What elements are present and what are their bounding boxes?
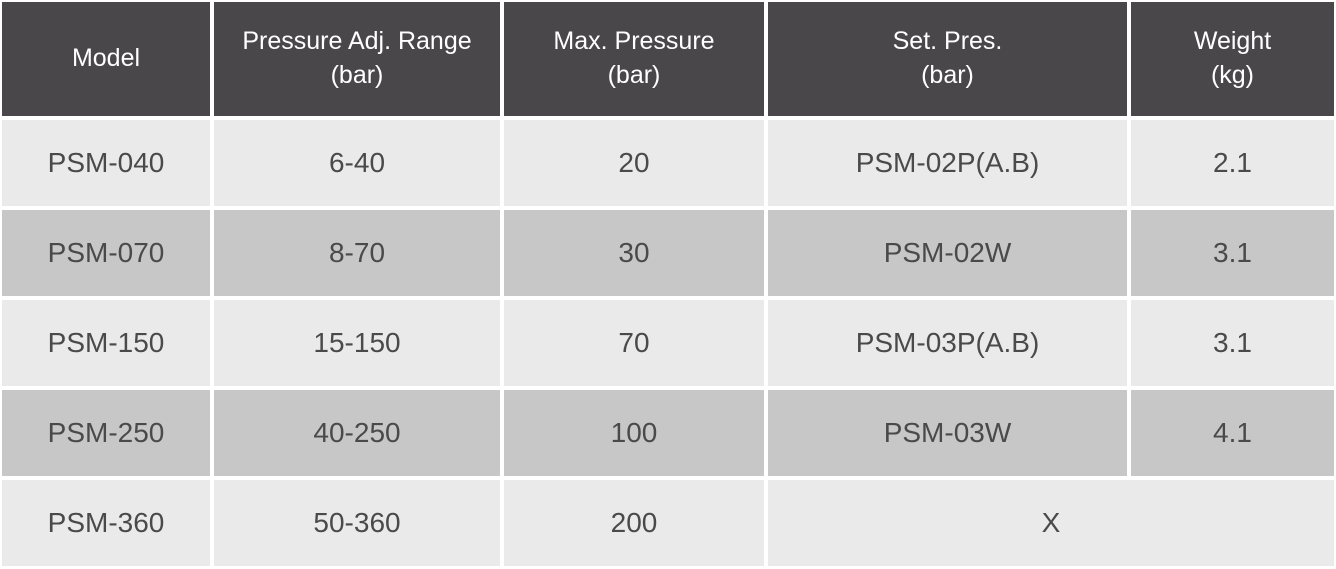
cell-value: PSM-250 — [48, 414, 165, 452]
table-row: PSM-070 8-70 30 PSM-02W 3.1 — [0, 208, 1336, 298]
cell-value: X — [1042, 504, 1061, 542]
cell-value: 2.1 — [1213, 144, 1252, 182]
cell-value: 200 — [611, 504, 658, 542]
cell-value: 15-150 — [313, 324, 400, 362]
cell-value: 40-250 — [313, 414, 400, 452]
cell-value: 6-40 — [329, 144, 385, 182]
column-header-pressure-range: Pressure Adj. Range (bar) — [212, 0, 502, 118]
cell-max-pressure: 20 — [502, 118, 766, 208]
header-label: Pressure Adj. Range — [242, 27, 471, 55]
header-label: Max. Pressure — [553, 27, 714, 55]
cell-max-pressure: 200 — [502, 478, 766, 568]
cell-value: PSM-03W — [884, 414, 1012, 452]
cell-weight: 4.1 — [1129, 388, 1336, 478]
cell-value: 3.1 — [1213, 324, 1252, 362]
cell-set-pressure: PSM-02W — [766, 208, 1129, 298]
cell-set-pressure: PSM-03W — [766, 388, 1129, 478]
cell-pressure-range: 8-70 — [212, 208, 502, 298]
cell-value: PSM-360 — [48, 504, 165, 542]
column-header-set-pressure: Set. Pres. (bar) — [766, 0, 1129, 118]
cell-value: PSM-070 — [48, 234, 165, 272]
cell-model: PSM-040 — [0, 118, 212, 208]
table-row: PSM-150 15-150 70 PSM-03P(A.B) 3.1 — [0, 298, 1336, 388]
column-header-model: Model — [0, 0, 212, 118]
spec-table: Model Pressure Adj. Range (bar) Max. Pre… — [0, 0, 1336, 568]
cell-value: PSM-150 — [48, 324, 165, 362]
header-unit: (bar) — [331, 61, 384, 89]
cell-pressure-range: 6-40 — [212, 118, 502, 208]
cell-pressure-range: 50-360 — [212, 478, 502, 568]
column-header-weight: Weight (kg) — [1129, 0, 1336, 118]
header-unit: (kg) — [1211, 61, 1254, 89]
cell-set-pressure: PSM-02P(A.B) — [766, 118, 1129, 208]
table-row: PSM-040 6-40 20 PSM-02P(A.B) 2.1 — [0, 118, 1336, 208]
cell-weight: 3.1 — [1129, 208, 1336, 298]
cell-value: PSM-03P(A.B) — [856, 324, 1040, 362]
table-row: PSM-360 50-360 200 X — [0, 478, 1336, 568]
cell-max-pressure: 30 — [502, 208, 766, 298]
table-row: PSM-250 40-250 100 PSM-03W 4.1 — [0, 388, 1336, 478]
cell-value: 30 — [618, 234, 649, 272]
cell-max-pressure: 70 — [502, 298, 766, 388]
cell-pressure-range: 40-250 — [212, 388, 502, 478]
cell-value: PSM-040 — [48, 144, 165, 182]
cell-value: 50-360 — [313, 504, 400, 542]
cell-value: PSM-02W — [884, 234, 1012, 272]
header-unit: (bar) — [608, 61, 661, 89]
cell-value: 100 — [611, 414, 658, 452]
cell-pressure-range: 15-150 — [212, 298, 502, 388]
column-header-max-pressure: Max. Pressure (bar) — [502, 0, 766, 118]
cell-value: 3.1 — [1213, 234, 1252, 272]
header-label: Weight — [1194, 27, 1271, 55]
cell-value: 70 — [618, 324, 649, 362]
cell-value: 20 — [618, 144, 649, 182]
header-label: Model — [72, 44, 140, 72]
cell-value: 4.1 — [1213, 414, 1252, 452]
cell-model: PSM-070 — [0, 208, 212, 298]
table-header-row: Model Pressure Adj. Range (bar) Max. Pre… — [0, 0, 1336, 118]
cell-model: PSM-150 — [0, 298, 212, 388]
cell-model: PSM-250 — [0, 388, 212, 478]
cell-value: 8-70 — [329, 234, 385, 272]
header-label: Set. Pres. — [893, 27, 1003, 55]
header-unit: (bar) — [921, 61, 974, 89]
cell-set-pressure: PSM-03P(A.B) — [766, 298, 1129, 388]
cell-model: PSM-360 — [0, 478, 212, 568]
cell-value: PSM-02P(A.B) — [856, 144, 1040, 182]
cell-merged-set-weight: X — [766, 478, 1336, 568]
cell-weight: 2.1 — [1129, 118, 1336, 208]
cell-weight: 3.1 — [1129, 298, 1336, 388]
cell-max-pressure: 100 — [502, 388, 766, 478]
